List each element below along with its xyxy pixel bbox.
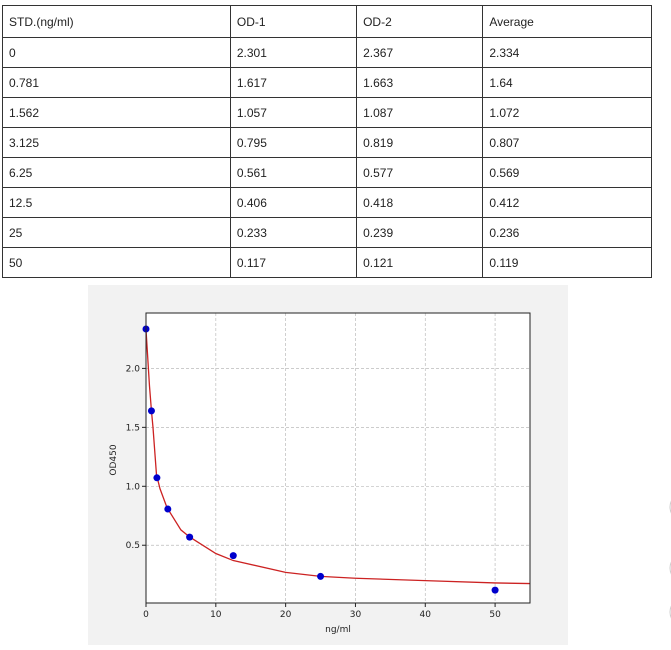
row: 25 0.233 0.239 0.236 [2, 217, 652, 248]
cell: 0.121 [356, 247, 484, 278]
cell: OD-1 [229, 5, 358, 38]
cell: 1.562 [2, 97, 231, 128]
cell: 0.569 [482, 157, 652, 188]
y-axis-label: OD450 [109, 444, 119, 475]
x-tick-label: 0 [143, 610, 149, 620]
cell: 1.072 [482, 97, 652, 128]
cell: STD.(ng/ml) [2, 5, 231, 38]
std-table: STD.(ng/ml) OD-1 OD-2 Average 0 2.301 2.367 2.3… [2, 5, 652, 278]
data-point [186, 533, 194, 541]
cell: 2.334 [482, 37, 652, 68]
cell: 0.233 [229, 217, 358, 248]
cell: 0.239 [356, 217, 484, 248]
cell: 2.367 [356, 37, 484, 68]
cell: 0.418 [356, 187, 484, 218]
x-tick-label: 40 [420, 610, 432, 620]
row: 0 2.301 2.367 2.334 [2, 37, 652, 68]
header-row: STD.(ng/ml) OD-1 OD-2 Average [2, 5, 652, 38]
x-tick-label: 30 [350, 610, 362, 620]
y-tick-label: 2.0 [126, 364, 141, 374]
cell: 25 [2, 217, 231, 248]
data-point [317, 572, 325, 580]
data-point [229, 552, 237, 560]
x-axis-label: ng/ml [325, 625, 351, 635]
x-tick-label: 10 [210, 610, 222, 620]
cell: 0.117 [229, 247, 358, 278]
y-tick-label: 0.5 [126, 541, 140, 551]
cell: Average [482, 5, 652, 38]
cell: 50 [2, 247, 231, 278]
cell: 1.057 [229, 97, 358, 128]
cell: 0.795 [229, 127, 358, 158]
row: 0.781 1.617 1.663 1.64 [2, 67, 652, 98]
plot-frame [145, 312, 531, 604]
data-point [147, 407, 155, 415]
y-tick-label: 1.5 [126, 423, 140, 433]
x-tick-label: 50 [489, 610, 501, 620]
x-tick-label: 20 [280, 610, 292, 620]
cell: 0.561 [229, 157, 358, 188]
data-point [164, 505, 172, 513]
row: 3.125 0.795 0.819 0.807 [2, 127, 652, 158]
row: 50 0.117 0.121 0.119 [2, 247, 652, 278]
y-tick-label: 1.0 [126, 482, 141, 492]
cell: 0.119 [482, 247, 652, 278]
cell: 0.819 [356, 127, 484, 158]
data-point [153, 474, 161, 482]
data-point [491, 586, 499, 594]
plot-area [146, 313, 530, 603]
